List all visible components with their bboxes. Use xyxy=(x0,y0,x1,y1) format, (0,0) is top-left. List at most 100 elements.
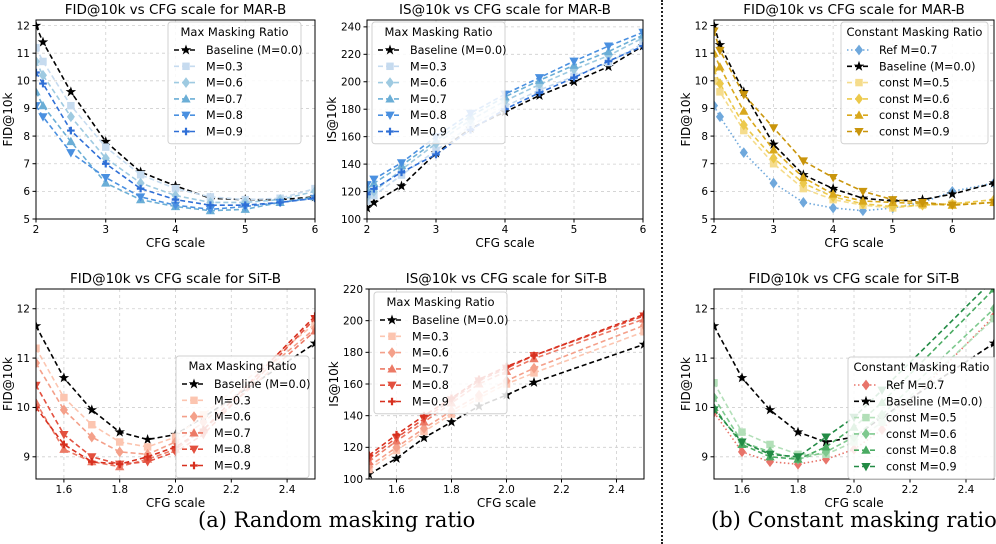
data-point xyxy=(36,87,41,96)
data-point xyxy=(101,178,111,187)
y-tick-label: 9 xyxy=(23,452,30,464)
chart-sit-fid-const: FID@10k vs CFG scale for SiT-B 1.6 1.8 2.0 2… xyxy=(679,271,996,510)
data-point xyxy=(603,46,614,56)
y-tick-label: 160 xyxy=(343,379,363,391)
data-point xyxy=(793,453,803,462)
y-tick-label: 100 xyxy=(341,214,361,226)
legend-marker xyxy=(388,332,396,341)
data-point xyxy=(858,187,868,197)
legend-marker xyxy=(180,44,192,55)
legend-marker xyxy=(189,428,199,437)
y-tick-label: 5 xyxy=(701,214,708,226)
data-point xyxy=(136,171,145,179)
x-tick-label: 2.4 xyxy=(608,484,625,496)
legend-label: const M=0.6 xyxy=(879,93,950,106)
chart-mar-fid-random: FID@10k vs CFG scale for MAR-B 2 3 4 5 6 5 6 7 8 9… xyxy=(1,2,319,250)
legend-label: Ref M=0.7 xyxy=(879,44,937,57)
data-point xyxy=(638,28,643,38)
legend-label: M=0.9 xyxy=(412,396,449,409)
legend-label: Baseline (M=0.0) xyxy=(412,314,509,327)
legend-title: Constant Masking Ratio xyxy=(847,25,983,39)
legend: Constant Masking Ratio Ref M=0.7 Baseline … xyxy=(840,21,989,145)
data-point xyxy=(604,57,613,65)
data-point xyxy=(446,416,457,427)
data-point xyxy=(714,320,720,331)
y-tick-label: 10 xyxy=(695,402,708,414)
legend-marker xyxy=(385,94,395,103)
data-point xyxy=(60,393,68,402)
legend-title: Max Masking Ratio xyxy=(180,25,288,39)
data-point xyxy=(59,404,68,416)
data-point xyxy=(432,150,440,159)
legend-label: M=0.8 xyxy=(214,443,251,456)
legend-label: const M=0.5 xyxy=(879,77,950,90)
data-point xyxy=(739,147,748,159)
legend: Max Masking Ratio Baseline (M=0.0) M=0.3 M=… xyxy=(167,21,303,145)
data-point xyxy=(990,314,994,323)
legend-marker xyxy=(854,110,864,119)
x-tick-label: 3 xyxy=(770,224,777,236)
legend-marker xyxy=(386,314,398,325)
legend-marker xyxy=(387,364,397,373)
data-point xyxy=(639,320,644,331)
legend-label: Baseline (M=0.0) xyxy=(214,378,311,391)
data-point xyxy=(639,39,643,48)
data-point xyxy=(367,202,373,213)
chart-title: FID@10k vs CFG scale for SiT-B xyxy=(70,271,281,287)
y-axis-label: FID@10k xyxy=(1,357,15,411)
y-axis-label: IS@10k xyxy=(325,97,339,142)
data-point xyxy=(828,189,838,198)
x-tick-label: 2.2 xyxy=(902,484,919,496)
legend-marker xyxy=(182,127,190,136)
x-axis-label: CFG scale xyxy=(146,236,205,250)
data-point xyxy=(638,30,643,39)
legend-label: const M=0.8 xyxy=(879,109,950,122)
x-tick-label: 2.0 xyxy=(846,484,863,496)
data-point xyxy=(640,310,644,319)
data-point xyxy=(39,79,47,88)
data-point xyxy=(367,197,371,205)
data-point xyxy=(86,404,98,415)
x-tick-label: 6 xyxy=(640,224,647,236)
legend: Constant Masking Ratio Ref M=0.7 Baseline … xyxy=(847,356,996,480)
x-tick-label: 2 xyxy=(364,224,371,236)
legend-marker xyxy=(854,127,864,137)
data-point xyxy=(369,456,374,466)
legend-marker xyxy=(387,381,397,391)
legend-marker xyxy=(854,44,864,56)
data-point xyxy=(102,143,110,151)
data-point xyxy=(989,198,994,208)
data-point xyxy=(60,440,68,449)
data-point xyxy=(36,20,42,30)
data-point xyxy=(714,100,719,112)
legend-label: Baseline (M=0.0) xyxy=(879,60,976,73)
data-point xyxy=(101,174,111,183)
y-axis-label: IS@10k xyxy=(327,361,341,406)
x-tick-label: 2.4 xyxy=(958,484,975,496)
legend-box xyxy=(167,21,302,145)
data-point xyxy=(136,184,145,193)
legend-label: Baseline (M=0.0) xyxy=(886,395,983,408)
x-tick-label: 1.8 xyxy=(443,484,460,496)
legend-marker xyxy=(861,428,871,440)
x-axis-label: CFG scale xyxy=(824,236,883,250)
legend-marker xyxy=(387,347,397,358)
series-line xyxy=(36,47,315,201)
data-point xyxy=(367,183,372,193)
legend-label: Ref M=0.7 xyxy=(886,379,944,392)
data-point xyxy=(737,438,747,447)
data-point xyxy=(241,201,250,209)
legend-label: M=0.7 xyxy=(206,93,243,106)
chart-mar-fid-const: FID@10k vs CFG scale for MAR-B 2 3 4 5 6 5 6 7 8 9… xyxy=(679,2,995,250)
data-point xyxy=(947,201,957,211)
data-point xyxy=(765,450,775,460)
data-point xyxy=(59,444,69,453)
y-tick-label: 12 xyxy=(695,304,708,316)
y-tick-label: 240 xyxy=(341,22,361,34)
data-point xyxy=(714,48,719,57)
y-tick-label: 5 xyxy=(23,214,30,226)
x-tick-label: 3 xyxy=(433,224,440,236)
legend-marker xyxy=(853,60,865,71)
x-axis-label: CFG scale xyxy=(146,496,205,510)
